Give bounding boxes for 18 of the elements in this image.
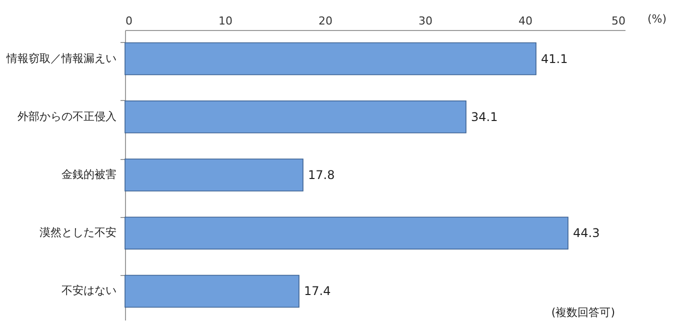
- y-tick-label: 金銭的被害: [62, 168, 116, 181]
- annotation: (複数回答可): [551, 306, 615, 319]
- x-tick-label: 40: [518, 14, 532, 28]
- y-tick-label: 漠然とした不安: [40, 226, 116, 240]
- data-label: 17.4: [304, 284, 331, 298]
- data-label: 44.3: [573, 226, 600, 240]
- data-label: 34.1: [471, 110, 498, 124]
- data-label: 17.8: [308, 168, 335, 182]
- x-tick-label: 0: [126, 14, 132, 28]
- x-tick-label: 30: [418, 14, 432, 28]
- x-tick-label: 20: [318, 14, 332, 28]
- y-tick-label: 不安はない: [62, 284, 116, 298]
- x-tick-label: 50: [612, 14, 626, 28]
- x-tick-label: 10: [218, 14, 232, 28]
- y-tick-label: 外部からの不正侵入: [18, 110, 116, 123]
- y-tick-label: 情報窃取／情報漏えい: [6, 52, 116, 65]
- x-axis-title: (%): [648, 12, 667, 26]
- data-label: 41.1: [541, 52, 568, 66]
